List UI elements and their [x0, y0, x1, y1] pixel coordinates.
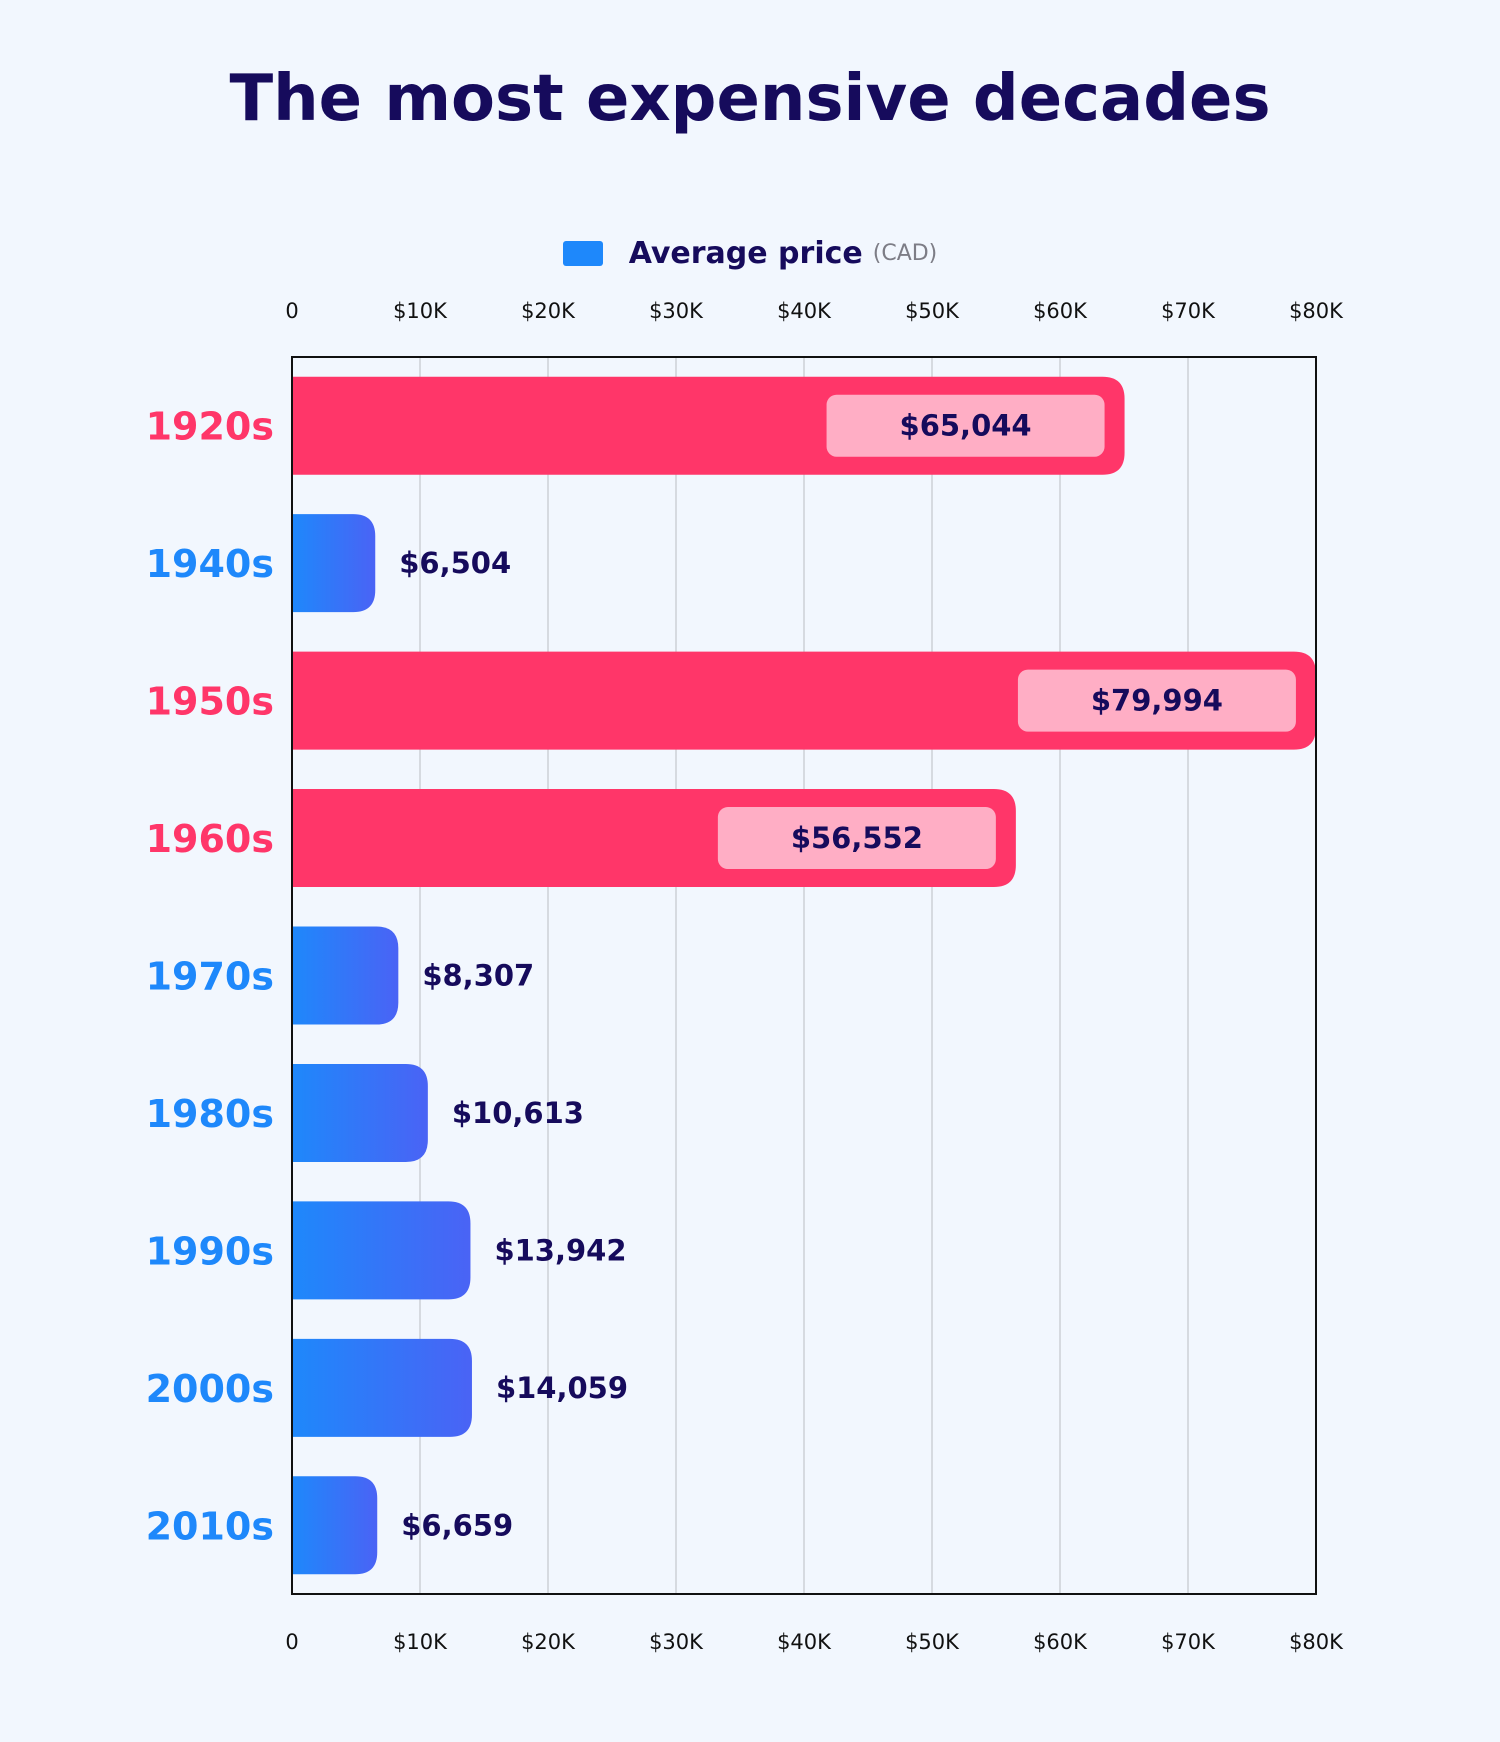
- category-label: 1980s: [146, 1092, 274, 1136]
- value-label-box: [717, 807, 996, 870]
- category-label: 1960s: [146, 817, 274, 861]
- x-tick-label-top: $10K: [393, 299, 448, 323]
- chart-title: The most expensive decades: [229, 62, 1271, 136]
- value-label: $13,942: [494, 1233, 626, 1267]
- value-label: $10,613: [452, 1096, 584, 1130]
- category-label: 2010s: [146, 1504, 274, 1548]
- value-label: $6,659: [401, 1508, 513, 1542]
- value-label-box: [826, 394, 1105, 457]
- legend-unit: (CAD): [872, 241, 938, 266]
- legend: Average price (CAD): [0, 236, 1500, 271]
- x-tick-label-bottom: $20K: [521, 1630, 576, 1654]
- bar: [292, 1063, 428, 1162]
- category-label: 1990s: [146, 1229, 274, 1273]
- plot-frame: [291, 356, 1317, 1595]
- category-label: 1970s: [146, 955, 274, 999]
- value-label: $14,059: [496, 1371, 628, 1405]
- x-tick-label-bottom: $70K: [1161, 1630, 1216, 1654]
- x-tick-label-top: $30K: [649, 299, 704, 323]
- value-label-box: [1017, 669, 1296, 732]
- grid-lines: [419, 357, 1189, 1594]
- tick-labels: 0 0 $10K $10K $20K $20K $30K $30K $40K $40K $50K $5…: [285, 299, 1344, 1654]
- category-label: 1940s: [146, 542, 274, 586]
- x-tick-label-top: $70K: [1161, 299, 1216, 323]
- bar: [292, 1476, 378, 1575]
- legend-label: Average price: [628, 236, 863, 271]
- bar: [292, 514, 376, 613]
- x-tick-label-top: $80K: [1289, 299, 1344, 323]
- x-tick-label-top: 0: [285, 299, 298, 323]
- x-tick-label-bottom: $80K: [1289, 1630, 1344, 1654]
- category-label: 1920s: [146, 405, 274, 449]
- x-tick-label-bottom: $60K: [1033, 1630, 1088, 1654]
- value-label: $56,552: [791, 821, 923, 855]
- plot-border: [291, 356, 1317, 1595]
- bar: [292, 1338, 472, 1437]
- bar: [292, 1201, 471, 1300]
- value-label: $8,307: [422, 959, 534, 993]
- value-label: $65,044: [900, 409, 1032, 443]
- x-tick-label-top: $20K: [521, 299, 576, 323]
- category-label: 2000s: [146, 1367, 274, 1411]
- x-tick-label-bottom: 0: [285, 1630, 298, 1654]
- category-label: 1950s: [146, 680, 274, 724]
- bars: $65,044 $6,504 $79,994 $56,552 $8,307 $10,613…: [292, 376, 1316, 1575]
- bar: [292, 926, 399, 1025]
- x-tick-label-top: $60K: [1033, 299, 1088, 323]
- x-tick-label-bottom: $50K: [905, 1630, 960, 1654]
- value-label: $79,994: [1091, 684, 1223, 718]
- category-labels: 1920s 1940s 1950s 1960s 1970s 1980s 1990s 2000s…: [146, 405, 274, 1549]
- x-tick-label-bottom: $40K: [777, 1630, 832, 1654]
- legend-swatch: [562, 241, 603, 266]
- x-tick-label-top: $40K: [777, 299, 832, 323]
- x-tick-label-bottom: $30K: [649, 1630, 704, 1654]
- value-label: $6,504: [399, 546, 511, 580]
- x-tick-label-top: $50K: [905, 299, 960, 323]
- x-tick-label-bottom: $10K: [393, 1630, 448, 1654]
